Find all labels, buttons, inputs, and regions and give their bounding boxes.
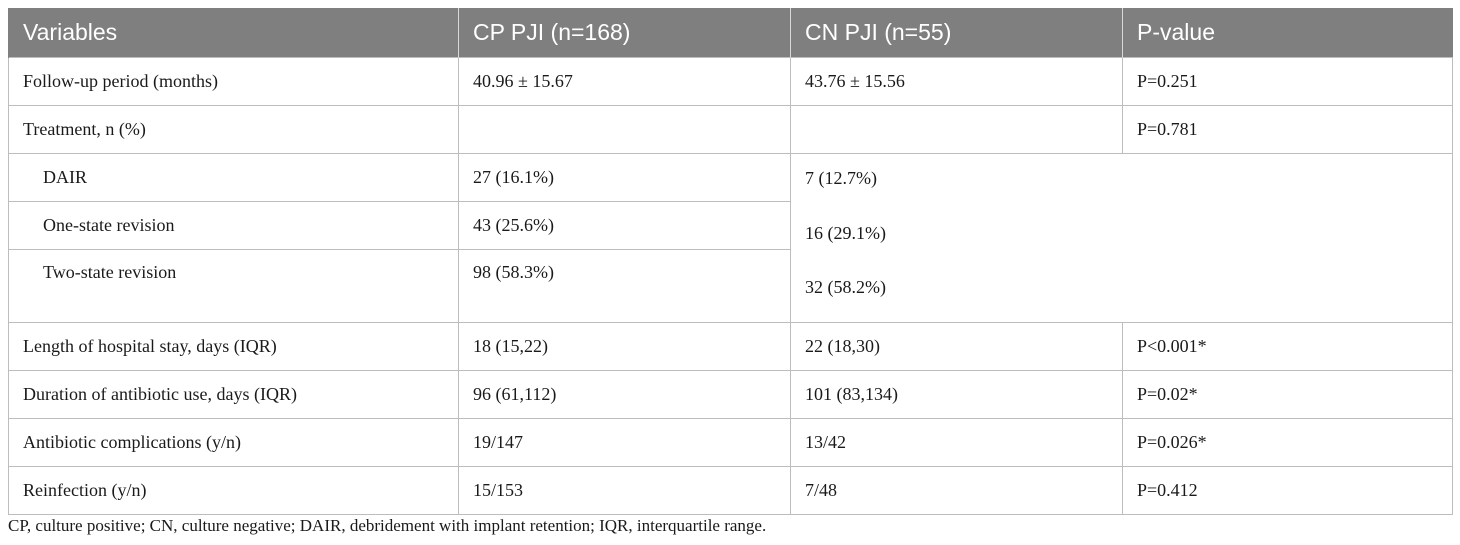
cp-value: 96 (61,112) <box>458 370 791 419</box>
p-value: P=0.781 <box>1122 105 1453 154</box>
p-value: P=0.251 <box>1122 57 1453 106</box>
cp-value: 18 (15,22) <box>458 322 791 371</box>
cn-value: 7/48 <box>790 466 1123 515</box>
header-p-value: P-value <box>1122 8 1453 58</box>
cn-two-state-value: 32 (58.2%) <box>805 277 886 297</box>
row-treatment: Treatment, n (%) P=0.781 <box>8 105 1453 154</box>
row-reinfection: Reinfection (y/n) 15/153 7/48 P=0.412 <box>8 466 1453 515</box>
header-variables: Variables <box>8 8 459 58</box>
cp-value: 19/147 <box>458 418 791 467</box>
row-antibiotic-complications: Antibiotic complications (y/n) 19/147 13… <box>8 418 1453 467</box>
cp-value: 40.96 ± 15.67 <box>458 57 791 106</box>
header-cn-pji: CN PJI (n=55) <box>790 8 1123 58</box>
row-one-state-revision: One-state revision 43 (25.6%) <box>8 201 1453 250</box>
row-label: DAIR <box>8 153 459 202</box>
row-label: Antibiotic complications (y/n) <box>8 418 459 467</box>
row-followup: Follow-up period (months) 40.96 ± 15.67 … <box>8 57 1453 106</box>
cp-value: 98 (58.3%) <box>458 249 791 323</box>
row-label: Reinfection (y/n) <box>8 466 459 515</box>
cn-value: 22 (18,30) <box>790 322 1123 371</box>
cn-value: 43.76 ± 15.56 <box>790 57 1123 106</box>
p-value: P=0.026* <box>1122 418 1453 467</box>
row-antibiotic-duration: Duration of antibiotic use, days (IQR) 9… <box>8 370 1453 419</box>
treatment-cn-merged-cell: 7 (12.7%) 16 (29.1%) 32 (58.2%) <box>790 153 1453 323</box>
table-footnote: CP, culture positive; CN, culture negati… <box>8 516 767 535</box>
cn-value: 101 (83,134) <box>790 370 1123 419</box>
row-label: Two-state revision <box>8 249 459 323</box>
p-value: P<0.001* <box>1122 322 1453 371</box>
cp-value <box>458 105 791 154</box>
cn-dair-value: 7 (12.7%) <box>805 168 877 188</box>
header-row: Variables CP PJI (n=168) CN PJI (n=55) P… <box>8 8 1453 58</box>
row-label: Treatment, n (%) <box>8 105 459 154</box>
cp-value: 27 (16.1%) <box>458 153 791 202</box>
cn-value <box>790 105 1123 154</box>
p-value: P=0.02* <box>1122 370 1453 419</box>
results-table: Variables CP PJI (n=168) CN PJI (n=55) P… <box>8 8 1453 515</box>
cp-value: 43 (25.6%) <box>458 201 791 250</box>
row-length-of-stay: Length of hospital stay, days (IQR) 18 (… <box>8 322 1453 371</box>
row-dair: DAIR 27 (16.1%) 7 (12.7%) 16 (29.1%) 32 … <box>8 153 1453 323</box>
header-cp-pji: CP PJI (n=168) <box>458 8 791 58</box>
row-label: Follow-up period (months) <box>8 57 459 106</box>
row-label: Length of hospital stay, days (IQR) <box>8 322 459 371</box>
p-value: P=0.412 <box>1122 466 1453 515</box>
cn-value: 13/42 <box>790 418 1123 467</box>
row-label: Duration of antibiotic use, days (IQR) <box>8 370 459 419</box>
row-two-state-revision: Two-state revision 98 (58.3%) <box>8 249 1453 323</box>
cn-one-state-value: 16 (29.1%) <box>805 222 886 243</box>
cp-value: 15/153 <box>458 466 791 515</box>
row-label: One-state revision <box>8 201 459 250</box>
